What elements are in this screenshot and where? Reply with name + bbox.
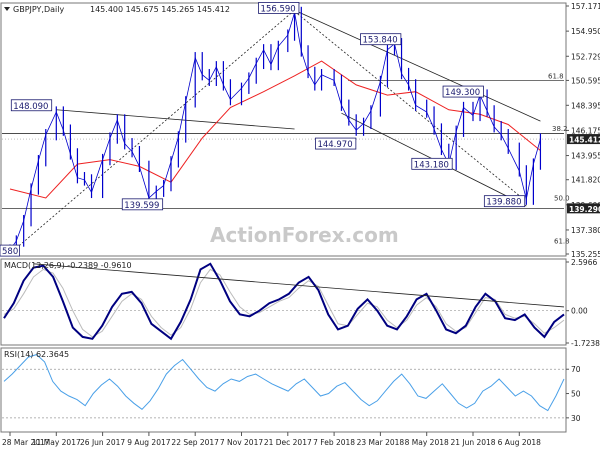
rsi-layer: 70 50 30 [2, 354, 581, 423]
rsi-y-tick-label: 30 [571, 414, 581, 423]
price-annotation-label: 139.880 [486, 198, 521, 208]
price-annotation-box [10, 99, 53, 112]
x-tick-label: 7 Nov 2017 [220, 438, 263, 447]
price-annotation-box [442, 85, 484, 98]
rsi-panel-frame [0, 347, 567, 433]
falling-channel-dashed [294, 11, 527, 202]
price-annotation-label: 144.970 [317, 140, 352, 150]
price-panel-title: GBPJPY,Daily 145.400 145.675 145.265 145… [4, 5, 230, 14]
macd-line [3, 262, 565, 341]
x-tick-label: 11 May 2017 [32, 438, 81, 447]
price-annotation-label: 148.090 [13, 102, 48, 112]
x-tick-label: 26 Jun 2017 [80, 438, 125, 447]
macd-signal-line [3, 268, 565, 338]
watermark: ActionForex.com [210, 223, 399, 247]
price-annotation-box [411, 157, 453, 170]
x-tick-label: 21 Dec 2017 [264, 438, 312, 447]
rsi-panel-title: RSI(14) 62.3645 [4, 350, 69, 359]
price-annotation-box [121, 198, 164, 211]
price-y-tick-label: 157.171 [571, 2, 600, 11]
support-price-flag-bg [567, 203, 600, 214]
macd-divergence-trendline [33, 263, 565, 308]
price-y-tick-label: 143.955 [571, 152, 600, 161]
current-price-flag: 145.412 [569, 136, 600, 145]
price-y-tick-label: 137.380 [571, 226, 600, 235]
price-y-tick-label: 154.950 [571, 27, 600, 36]
falling-trendline [294, 9, 541, 122]
price-annotation-label: 149.300 [445, 88, 480, 98]
rsi-y-tick-label: 50 [571, 390, 581, 399]
price-annotation-box [0, 244, 21, 257]
price-annotation-box [258, 2, 300, 14]
price-annotation-label: 153.840 [362, 36, 397, 46]
support-price-flag: 139.290 [569, 205, 600, 214]
price-y-tick-label: 141.820 [571, 176, 600, 185]
x-tick-label: 6 Aug 2018 [498, 438, 541, 447]
price-y-tick-label: 146.175 [571, 126, 600, 135]
macd-panel-title: MACD(12,26,9) -0.2389 -0.9610 [4, 261, 132, 270]
macd-layer: 2.5966 0.00 -1.7238 [2, 258, 600, 348]
rsi-y-tick-label: 70 [571, 365, 581, 374]
price-annotation-label: 156.590 [261, 4, 296, 14]
price-y-tick-label: 135.255 [571, 250, 600, 259]
price-layer: 157.171 154.950 152.729 150.595 148.395 146.1… [0, 2, 600, 259]
price-annotation-box [315, 137, 357, 150]
fib-label: 38.2 [552, 125, 568, 133]
rsi-line [3, 354, 565, 412]
x-tick-label: 7 Feb 2018 [313, 438, 355, 447]
moving-average-line [9, 60, 541, 199]
price-title-ohlc: 145.400 145.675 145.265 145.412 [90, 5, 230, 14]
x-tick-label: 8 May 2018 [405, 438, 449, 447]
price-line [9, 12, 541, 251]
fib-label: 61.8 [554, 238, 570, 246]
macd-panel-frame [0, 258, 567, 346]
current-price-flag-bg [567, 134, 600, 145]
price-annotation-box [360, 33, 402, 46]
price-annotation-label: 580 [2, 247, 18, 257]
macd-y-tick-label: 0.00 [571, 307, 588, 316]
price-title-symbol: GBPJPY,Daily [13, 5, 64, 14]
price-y-tick-label: 150.595 [571, 76, 600, 85]
dropdown-triangle-icon[interactable] [4, 7, 10, 11]
x-tick-label: 22 Sep 2017 [171, 438, 219, 447]
macd-y-tick-label: -1.7238 [571, 339, 600, 348]
price-annotation-box [483, 195, 526, 208]
price-annotation-label: 139.599 [124, 201, 159, 211]
x-tick-label: 28 Mar 2017 [2, 438, 50, 447]
macd-y-tick-label: 2.5966 [571, 258, 597, 267]
x-tick-label: 21 Jun 2018 [450, 438, 495, 447]
fib-label: 50.0 [554, 195, 570, 203]
price-y-tick-label: 152.729 [571, 52, 600, 61]
x-tick-label: 23 Mar 2018 [357, 438, 405, 447]
price-annotation-label: 143.180 [414, 160, 449, 170]
rising-channel-lower [56, 109, 295, 130]
price-panel-frame [0, 2, 567, 257]
price-y-tick-label: 148.395 [571, 101, 600, 110]
fib-label: 61.8 [548, 72, 564, 80]
x-tick-label: 9 Aug 2017 [127, 438, 170, 447]
